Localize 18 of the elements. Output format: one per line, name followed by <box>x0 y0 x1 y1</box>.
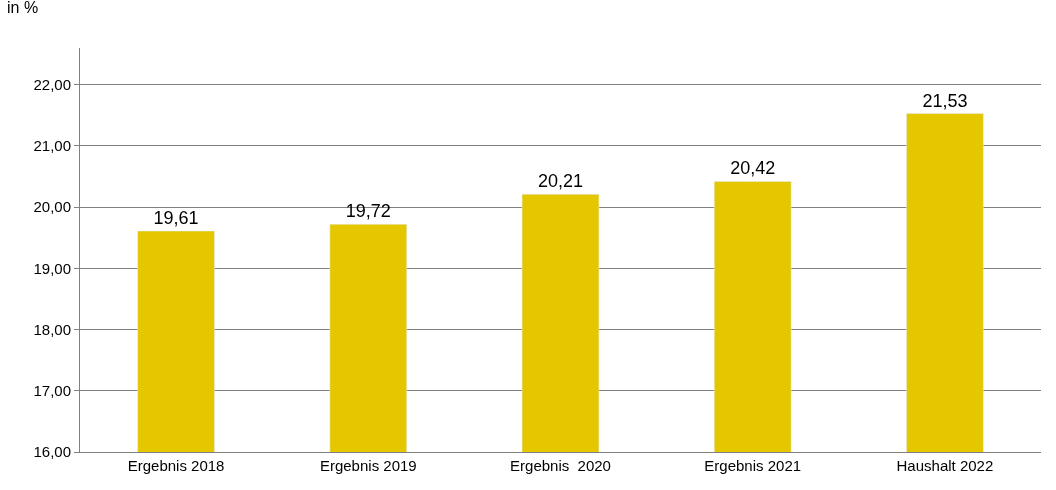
y-tick-label: 21,00 <box>33 137 71 155</box>
x-tick-label: Haushalt 2022 <box>896 457 994 474</box>
y-tick-label: 18,00 <box>33 320 71 338</box>
y-tick-label: 19,00 <box>33 259 71 277</box>
data-label: 20,42 <box>730 158 776 179</box>
data-label: 19,72 <box>345 201 391 222</box>
y-tick-label: 16,00 <box>33 443 71 461</box>
data-label: 19,61 <box>153 208 199 229</box>
x-tick-label: Ergebnis 2019 <box>319 457 417 474</box>
x-tick-label: Ergebnis 2020 <box>510 457 611 474</box>
data-label: 21,53 <box>922 90 968 111</box>
y-tick-label: 20,00 <box>33 198 71 216</box>
data-label: 20,21 <box>537 171 584 192</box>
y-axis-title: in % <box>7 0 39 16</box>
y-tick-label: 22,00 <box>33 75 71 93</box>
x-tick-label: Ergebnis 2018 <box>127 457 225 474</box>
x-tick-label: Ergebnis 2021 <box>704 457 802 474</box>
y-tick-label: 17,00 <box>33 382 71 400</box>
